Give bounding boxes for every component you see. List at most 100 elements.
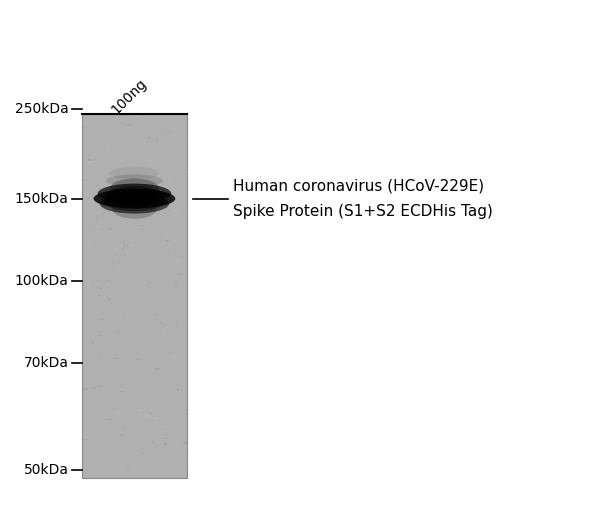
Bar [138, 388, 140, 389]
Bar [150, 413, 153, 415]
Bar [156, 446, 158, 448]
Bar [83, 306, 84, 307]
Bar [179, 274, 182, 276]
Bar [177, 442, 179, 444]
Bar [90, 243, 91, 244]
Bar [140, 225, 143, 226]
Bar [93, 387, 96, 389]
Bar [141, 453, 145, 454]
Bar [173, 259, 176, 261]
Bar [124, 428, 126, 430]
Bar [157, 151, 159, 152]
Bar [116, 288, 117, 289]
Bar [119, 372, 121, 373]
Bar [172, 221, 174, 222]
Bar [145, 142, 146, 143]
Bar [112, 265, 114, 266]
Bar [88, 161, 91, 163]
Bar [101, 390, 105, 391]
Bar [85, 126, 88, 128]
Bar [94, 217, 98, 218]
Bar [117, 233, 121, 234]
Bar [88, 224, 92, 225]
Bar [182, 208, 185, 210]
Bar [148, 328, 150, 329]
Bar [140, 272, 143, 274]
Bar [108, 160, 110, 161]
Bar [144, 332, 145, 333]
Bar [152, 199, 155, 201]
Bar [97, 184, 98, 186]
Bar [83, 180, 86, 181]
Bar [164, 438, 167, 439]
Bar [100, 318, 103, 320]
Bar [166, 151, 169, 152]
Bar [176, 323, 178, 324]
Bar [178, 427, 182, 428]
Bar [86, 262, 90, 263]
Bar [127, 468, 129, 470]
Bar [117, 427, 119, 429]
Bar [148, 446, 152, 448]
Bar [96, 287, 99, 288]
Bar [111, 408, 114, 409]
Bar [153, 449, 158, 450]
Bar [150, 377, 155, 379]
Bar [153, 314, 156, 316]
Bar [183, 162, 187, 163]
Bar [92, 228, 93, 229]
Ellipse shape [106, 186, 163, 206]
Bar [149, 161, 152, 162]
Bar [160, 265, 164, 266]
Bar [159, 312, 161, 313]
Ellipse shape [110, 167, 159, 179]
Text: 150kDa: 150kDa [15, 192, 68, 205]
Bar [154, 417, 158, 419]
Bar [137, 321, 138, 322]
Bar [108, 206, 109, 207]
Bar [129, 242, 132, 244]
Bar [128, 438, 131, 439]
Ellipse shape [94, 188, 175, 209]
Bar [99, 385, 101, 387]
Bar [119, 201, 120, 202]
Bar [186, 427, 189, 428]
Bar [96, 154, 98, 156]
Bar [84, 439, 87, 440]
Bar [140, 366, 142, 367]
Bar [147, 282, 151, 284]
Bar [91, 158, 94, 159]
Bar [147, 342, 149, 344]
Bar [120, 434, 123, 436]
Bar [172, 320, 175, 322]
Bar [87, 374, 91, 375]
Bar [92, 343, 94, 344]
Bar [143, 330, 146, 332]
Bar [109, 229, 112, 230]
Bar [91, 201, 93, 203]
Bar [97, 140, 100, 141]
Bar [142, 383, 146, 385]
Bar [104, 467, 106, 468]
Bar [101, 190, 104, 191]
Bar [163, 429, 167, 430]
Bar [175, 253, 177, 254]
Bar [166, 236, 169, 238]
Ellipse shape [104, 191, 165, 211]
Bar [183, 277, 187, 278]
Bar [86, 146, 87, 147]
Bar [134, 259, 136, 261]
Bar [173, 305, 176, 306]
Bar [146, 278, 148, 279]
Bar [152, 187, 156, 188]
Bar [121, 382, 124, 383]
Bar [123, 314, 124, 315]
Bar [100, 287, 102, 289]
Bar [156, 140, 158, 141]
Bar [111, 447, 112, 449]
Bar [165, 190, 166, 191]
Bar [119, 121, 122, 123]
Bar [155, 171, 159, 173]
Bar [148, 137, 150, 139]
Bar [104, 236, 107, 238]
